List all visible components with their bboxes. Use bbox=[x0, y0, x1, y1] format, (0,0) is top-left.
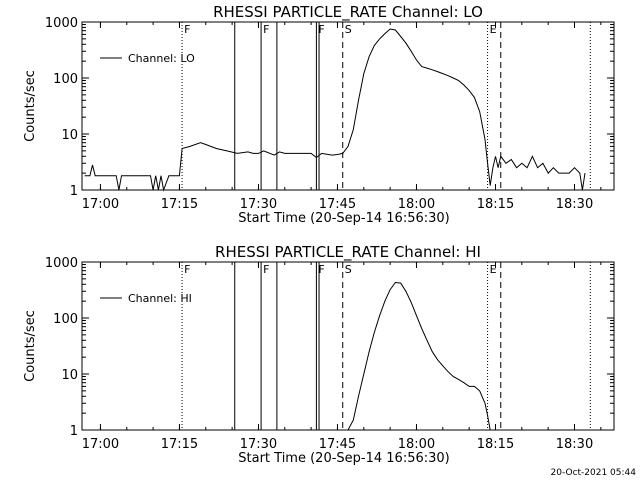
y-tick-label: 1000 bbox=[45, 256, 78, 271]
legend-entry: Channel: HI bbox=[128, 292, 192, 305]
y-tick-label: 100 bbox=[53, 312, 78, 327]
x-tick-label: 18:15 bbox=[477, 437, 514, 452]
y-axis-label: Counts/sec bbox=[23, 310, 38, 382]
series-line-channel-lo bbox=[84, 28, 586, 192]
chart-title: RHESSI PARTICLE_RATE Channel: HI bbox=[215, 243, 481, 262]
legend-entry: Channel: LO bbox=[128, 52, 195, 65]
y-tick-label: 10 bbox=[61, 368, 78, 383]
x-axis-label: Start Time (20-Sep-14 16:56:30) bbox=[238, 211, 449, 226]
chart-title: RHESSI PARTICLE_RATE Channel: LO bbox=[213, 3, 483, 22]
y-tick-label: 100 bbox=[53, 72, 78, 87]
x-tick-label: 17:45 bbox=[319, 197, 356, 212]
time-marker-label: F bbox=[184, 23, 190, 36]
x-tick-label: 18:00 bbox=[398, 197, 435, 212]
y-tick-label: 10 bbox=[61, 128, 78, 143]
series-line-channel-hi bbox=[347, 281, 491, 431]
x-tick-label: 17:00 bbox=[82, 437, 119, 452]
time-marker-label: E bbox=[490, 23, 497, 36]
time-marker-label: E bbox=[490, 263, 497, 276]
y-tick-label: 1000 bbox=[45, 16, 78, 31]
x-tick-label: 17:00 bbox=[82, 197, 119, 212]
x-tick-label: 18:15 bbox=[477, 197, 514, 212]
chart-panel-2: RHESSI PARTICLE_RATE Channel: HI 17:00 17:… bbox=[23, 243, 615, 466]
y-tick-label: 1 bbox=[70, 184, 78, 199]
x-tick-label: 17:30 bbox=[240, 197, 277, 212]
x-axis-label: Start Time (20-Sep-14 16:56:30) bbox=[238, 451, 449, 466]
x-tick-label: 17:15 bbox=[161, 437, 198, 452]
time-marker-label: F bbox=[184, 263, 190, 276]
time-marker-label: F bbox=[263, 263, 269, 276]
y-axis-label: Counts/sec bbox=[23, 70, 38, 142]
x-tick-label: 18:30 bbox=[556, 197, 593, 212]
x-tick-label: 17:45 bbox=[319, 437, 356, 452]
x-tick-label: 18:00 bbox=[398, 437, 435, 452]
x-tick-label: 18:30 bbox=[556, 437, 593, 452]
time-marker-label: F bbox=[318, 23, 324, 36]
time-marker-label: S bbox=[345, 263, 352, 276]
plot-frame bbox=[81, 21, 615, 191]
y-tick-label: 1 bbox=[70, 424, 78, 439]
time-marker-label: S bbox=[345, 23, 352, 36]
x-tick-label: 17:15 bbox=[161, 197, 198, 212]
plot-frame bbox=[81, 261, 615, 431]
time-marker-label: F bbox=[318, 263, 324, 276]
x-tick-label: 17:30 bbox=[240, 437, 277, 452]
chart-panel-1: RHESSI PARTICLE_RATE Channel: LO 17:00 17:… bbox=[23, 3, 615, 226]
time-marker-label: F bbox=[263, 23, 269, 36]
timestamp: 20-Oct-2021 05:44 bbox=[551, 468, 637, 478]
